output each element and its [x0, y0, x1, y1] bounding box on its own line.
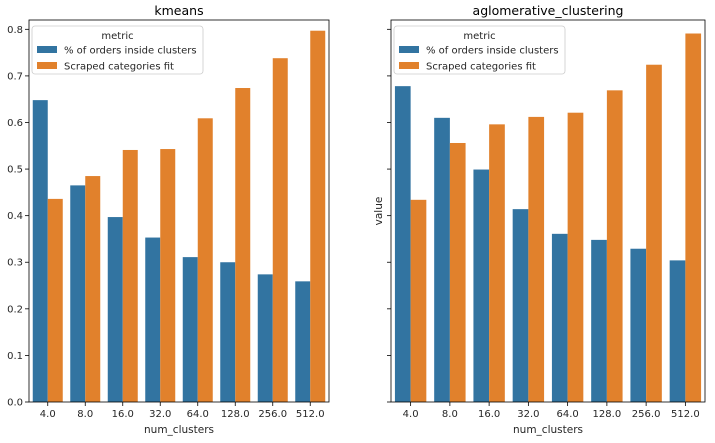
- bar-scraped-categories-fit-128.0: [606, 90, 623, 402]
- chart-title: aglomerative_clustering: [473, 3, 624, 18]
- x-tick-label: 32.0: [517, 409, 539, 420]
- bar-orders-inside-clusters-64.0: [551, 233, 568, 402]
- bar-scraped-categories-fit-256.0: [646, 64, 662, 402]
- legend-title: metric: [101, 31, 133, 42]
- bar-scraped-categories-fit-128.0: [235, 88, 251, 402]
- bar-orders-inside-clusters-8.0: [70, 185, 86, 402]
- bar-scraped-categories-fit-16.0: [489, 124, 505, 402]
- x-tick-label: 64.0: [556, 409, 578, 420]
- plot-frame: [390, 19, 706, 403]
- legend-title: metric: [463, 31, 495, 42]
- bar-orders-inside-clusters-4.0: [394, 86, 411, 403]
- bar-scraped-categories-fit-4.0: [410, 199, 427, 402]
- chart-panel-2: 4.0 8.0 16.0 32.0 64.0 128.0 256.0 512.0 aglomer…: [373, 3, 706, 436]
- x-tick-label: 8.0: [442, 409, 458, 420]
- legend-swatch: [37, 62, 57, 69]
- bar-orders-inside-clusters-64.0: [182, 257, 198, 402]
- legend-swatch: [399, 62, 419, 69]
- bar-orders-inside-clusters-512.0: [669, 260, 686, 402]
- bar-scraped-categories-fit-4.0: [47, 198, 63, 402]
- bar-orders-inside-clusters-8.0: [434, 117, 450, 402]
- bar-scraped-categories-fit-32.0: [160, 149, 176, 402]
- legend-entry: % of orders inside clusters: [426, 46, 559, 57]
- bar-scraped-categories-fit-8.0: [449, 142, 466, 403]
- x-tick-label: 4.0: [40, 409, 56, 420]
- bar-scraped-categories-fit-512.0: [685, 33, 702, 402]
- x-tick-label: 512.0: [296, 409, 325, 420]
- bar-scraped-categories-fit-512.0: [310, 30, 326, 403]
- legend-swatch: [37, 46, 57, 53]
- y-tick-label: 0.1: [7, 351, 23, 362]
- chart-title: kmeans: [154, 3, 203, 18]
- x-tick-label: 16.0: [478, 409, 500, 420]
- bar-orders-inside-clusters-256.0: [257, 274, 273, 402]
- bar-orders-inside-clusters-512.0: [295, 281, 311, 402]
- legend: metric % of orders inside clusters Scraped…: [31, 25, 204, 75]
- bar-orders-inside-clusters-32.0: [145, 237, 161, 402]
- y-tick-label: 0.0: [7, 398, 23, 409]
- legend-box: [31, 25, 204, 75]
- bar-scraped-categories-fit-64.0: [567, 112, 584, 402]
- legend-entry: Scraped categories fit: [426, 62, 536, 73]
- legend-entry: Scraped categories fit: [64, 62, 174, 73]
- y-tick-label: 0.2: [7, 304, 23, 315]
- x-axis-label: num_clusters: [513, 424, 583, 436]
- bar-orders-inside-clusters-4.0: [32, 100, 48, 402]
- bar-orders-inside-clusters-128.0: [220, 262, 236, 402]
- x-tick-label: 64.0: [187, 409, 209, 420]
- legend-swatch: [399, 46, 419, 53]
- x-tick-label: 256.0: [258, 409, 287, 420]
- y-tick-label: 0.8: [7, 25, 23, 36]
- bar-scraped-categories-fit-32.0: [528, 116, 545, 403]
- y-tick-label: 0.3: [7, 258, 23, 269]
- x-tick-label: 128.0: [593, 409, 622, 420]
- legend: metric % of orders inside clusters Scraped…: [393, 25, 566, 75]
- y-axis-label: value: [373, 197, 385, 226]
- y-tick-label: 0.6: [7, 118, 23, 129]
- x-tick-label: 256.0: [632, 409, 661, 420]
- bar-orders-inside-clusters-16.0: [107, 217, 123, 402]
- x-tick-label: 128.0: [221, 409, 250, 420]
- chart-panel-1: 0.0 0.1 0.2 0.3 0.4 0.5 0.6 0.7 0.8 4.0 8.0 16.0 32.…: [7, 3, 330, 436]
- bar-orders-inside-clusters-16.0: [473, 169, 490, 402]
- x-tick-label: 4.0: [403, 409, 419, 420]
- y-tick-label: 0.5: [7, 165, 23, 176]
- x-tick-label: 16.0: [112, 409, 134, 420]
- bar-scraped-categories-fit-16.0: [122, 149, 138, 402]
- bar-orders-inside-clusters-256.0: [630, 248, 647, 402]
- y-tick-label: 0.4: [7, 211, 23, 222]
- bar-orders-inside-clusters-128.0: [591, 239, 607, 402]
- legend-entry: % of orders inside clusters: [64, 46, 197, 57]
- legend-box: [393, 25, 566, 75]
- x-axis-label: num_clusters: [144, 424, 214, 436]
- bar-scraped-categories-fit-64.0: [197, 118, 213, 403]
- bar-scraped-categories-fit-256.0: [272, 58, 288, 402]
- bar-scraped-categories-fit-8.0: [85, 176, 101, 402]
- x-tick-label: 8.0: [77, 409, 93, 420]
- y-tick-label: 0.7: [7, 71, 23, 82]
- plot-frame: [28, 19, 330, 403]
- x-tick-label: 32.0: [149, 409, 171, 420]
- bar-orders-inside-clusters-32.0: [512, 209, 529, 402]
- x-tick-label: 512.0: [671, 409, 700, 420]
